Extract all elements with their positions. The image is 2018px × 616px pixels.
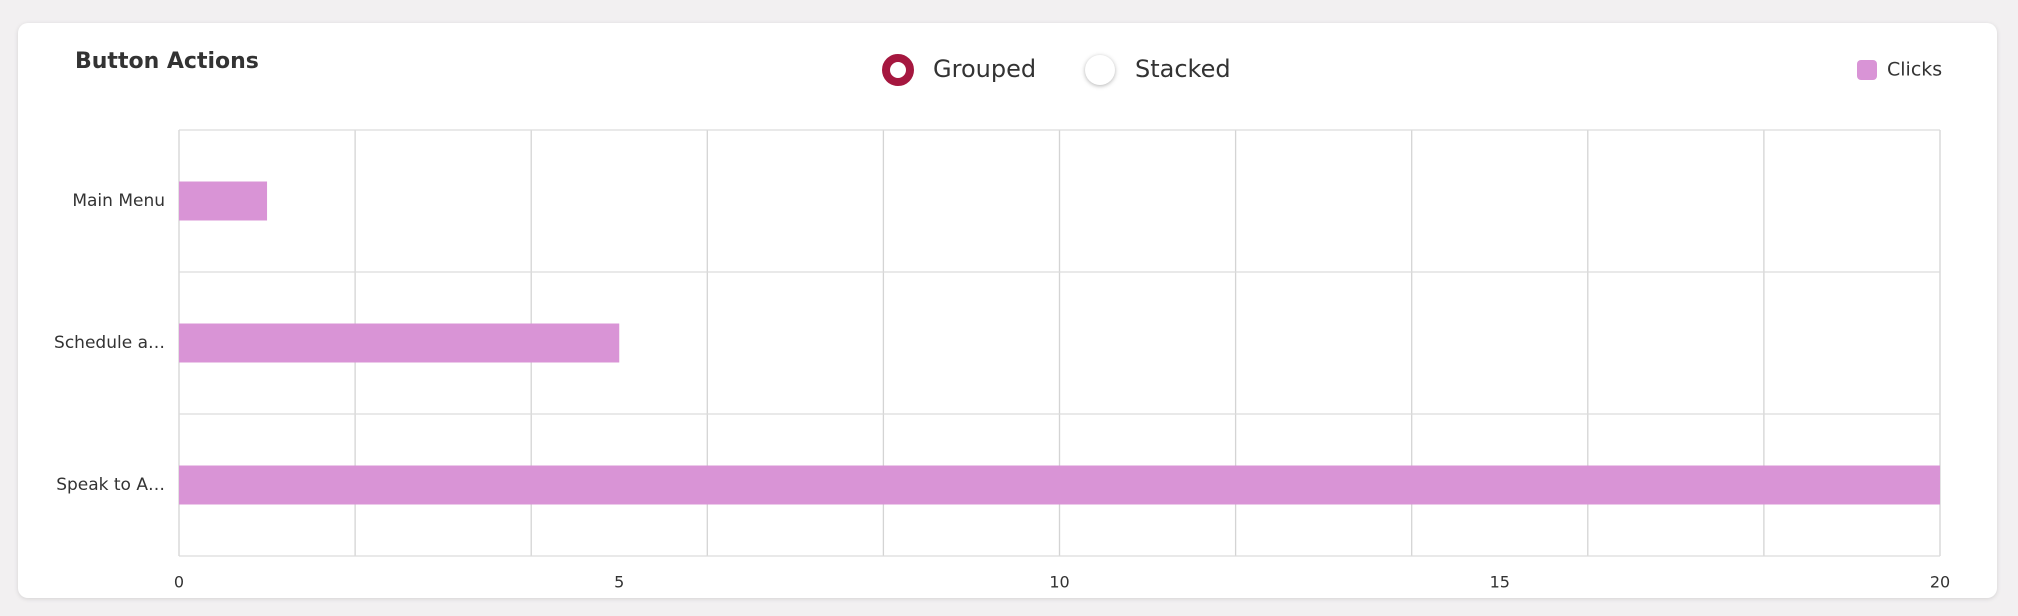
chart-title: Button Actions bbox=[75, 49, 259, 74]
card bbox=[18, 23, 1997, 598]
legend-label: Clicks bbox=[1887, 59, 1942, 81]
y-tick-label: Schedule a… bbox=[54, 333, 165, 353]
x-tick-label: 15 bbox=[1490, 573, 1510, 592]
legend-swatch bbox=[1857, 60, 1877, 80]
bar bbox=[179, 181, 268, 221]
x-tick-label: 5 bbox=[614, 573, 624, 592]
radio-stacked[interactable] bbox=[1085, 55, 1115, 85]
mode-label[interactable]: Stacked bbox=[1135, 55, 1231, 83]
y-tick-label: Main Menu bbox=[72, 191, 165, 211]
bar bbox=[179, 323, 620, 363]
mode-label[interactable]: Grouped bbox=[933, 55, 1036, 83]
x-tick-label: 0 bbox=[174, 573, 184, 592]
x-tick-label: 10 bbox=[1049, 573, 1069, 592]
radio-grouped[interactable] bbox=[882, 54, 914, 86]
bar bbox=[179, 465, 1940, 505]
x-tick-label: 20 bbox=[1930, 573, 1950, 592]
y-tick-label: Speak to A… bbox=[56, 475, 165, 495]
